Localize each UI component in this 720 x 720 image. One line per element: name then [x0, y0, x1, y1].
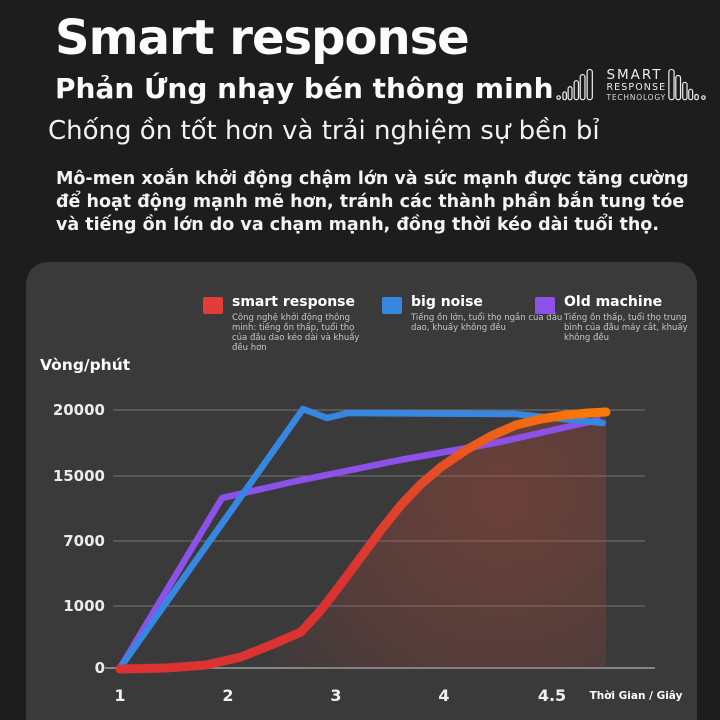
x-tick-4-5: 4.5: [537, 686, 567, 705]
glow-fill-under-curve: [271, 412, 606, 668]
equalizer-bars-left-icon: [556, 68, 593, 101]
legend-item-old-machine: Old machine Tiếng ồn thấp, tuổi thọ trun…: [535, 294, 696, 344]
x-tick-3: 3: [330, 686, 342, 705]
series-line-old-machine: [116, 416, 602, 672]
equalizer-bars-right-icon: [668, 68, 707, 101]
y-tick-1000: 1000: [63, 597, 105, 615]
logo-line-3: TECHNOLOGY: [606, 92, 666, 102]
x-tick-1: 1: [114, 686, 126, 705]
description-paragraph: Mô-men xoắn khởi động chậm lớn và sức mạ…: [56, 169, 689, 236]
x-axis-title: Thời Gian / Giây: [589, 690, 683, 702]
legend-label: smart response: [232, 294, 356, 310]
y-tick-20000: 20000: [52, 401, 105, 419]
x-tick-4: 4: [438, 686, 450, 705]
page-title: Smart response: [55, 10, 470, 66]
comparison-chart-card: smart response Công nghệ khởi động thông…: [26, 262, 697, 720]
x-tick-2: 2: [222, 686, 234, 705]
legend-item-smart-response: smart response Công nghệ khởi động thông…: [203, 294, 366, 354]
series-line-smart-response: [115, 407, 611, 674]
legend-item-big-noise: big noise Tiếng ồn lớn, tuổi thọ ngắn củ…: [382, 294, 565, 334]
legend-description: Tiếng ồn thấp, tuổi thọ trung bình của đ…: [564, 313, 688, 344]
legend-label: Old machine: [564, 294, 663, 310]
logo-line-2: RESPONSE: [606, 82, 667, 93]
logo-line-1: SMART: [606, 66, 663, 83]
section-heading: Chống ồn tốt hơn và trải nghiệm sự bền b…: [48, 116, 600, 146]
y-tick-7000: 7000: [63, 532, 105, 550]
legend-swatch-purple: [535, 297, 555, 314]
page-subtitle: Phản Ứng nhạy bén thông minh: [55, 72, 554, 105]
legend-swatch-blue: [382, 297, 402, 314]
comparison-line-chart: [105, 405, 655, 674]
legend-swatch-red: [203, 297, 223, 314]
logo-text: SMART RESPONSE TECHNOLOGY: [606, 66, 667, 105]
y-tick-15000: 15000: [52, 467, 105, 485]
smart-response-technology-logo: SMART RESPONSE TECHNOLOGY: [556, 58, 708, 104]
legend-label: big noise: [411, 294, 483, 310]
y-axis-title: Vòng/phút: [40, 356, 131, 374]
legend-description: Tiếng ồn lớn, tuổi thọ ngắn của đầu dao,…: [411, 313, 563, 334]
legend-description: Công nghệ khởi động thông minh: tiếng ồn…: [232, 313, 360, 354]
y-tick-0: 0: [94, 659, 105, 677]
series-line-big-noise: [116, 405, 607, 672]
